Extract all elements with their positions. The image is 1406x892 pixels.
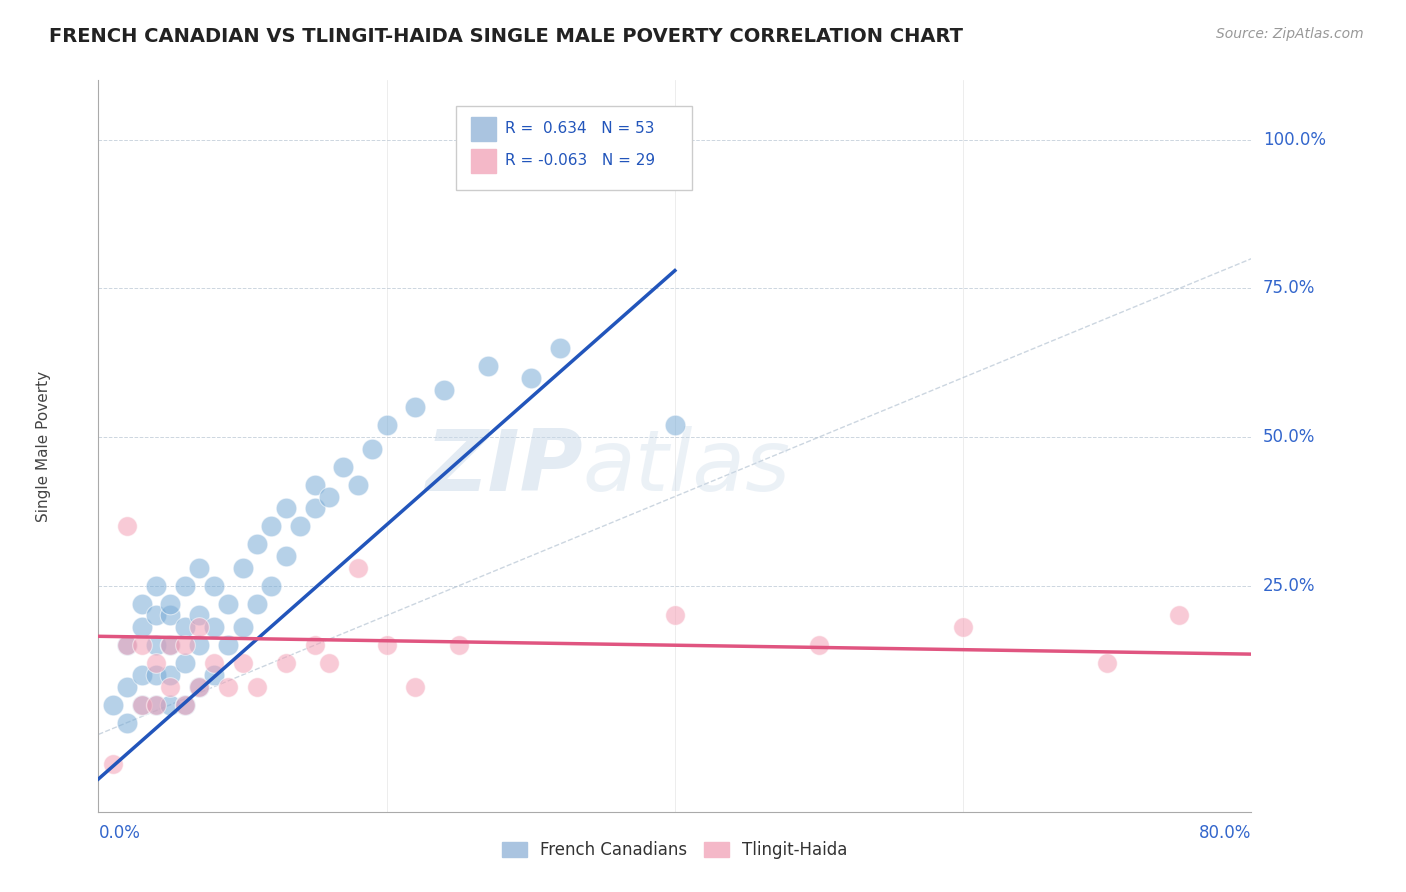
Point [246, 537, 269, 551]
FancyBboxPatch shape [471, 117, 496, 141]
Point [231, 656, 254, 670]
Point [217, 597, 239, 611]
Point [159, 698, 181, 712]
Point [274, 656, 297, 670]
Point [159, 668, 181, 682]
Point [188, 680, 211, 694]
Point [217, 680, 239, 694]
Point [131, 620, 153, 634]
Point [174, 698, 197, 712]
Point [520, 370, 543, 384]
Point [145, 638, 167, 652]
Point [447, 638, 470, 652]
Point [332, 459, 354, 474]
Point [159, 680, 181, 694]
Text: 25.0%: 25.0% [1263, 577, 1316, 595]
Text: ZIP: ZIP [425, 426, 582, 509]
Point [159, 608, 181, 623]
Point [260, 579, 283, 593]
Point [260, 519, 283, 533]
Point [290, 519, 312, 533]
Point [188, 638, 211, 652]
Point [117, 519, 139, 533]
Point [231, 561, 254, 575]
Point [202, 579, 225, 593]
Point [131, 638, 153, 652]
Point [174, 620, 197, 634]
Point [246, 597, 269, 611]
Point [304, 477, 326, 491]
Point [274, 549, 297, 563]
Point [246, 680, 269, 694]
Point [548, 341, 571, 355]
Point [231, 620, 254, 634]
Point [101, 698, 124, 712]
Point [159, 638, 181, 652]
Point [375, 638, 398, 652]
Text: 50.0%: 50.0% [1263, 428, 1315, 446]
Text: R =  0.634   N = 53: R = 0.634 N = 53 [505, 121, 655, 136]
Point [202, 668, 225, 682]
Point [375, 418, 398, 433]
Text: 0.0%: 0.0% [98, 823, 141, 842]
Text: FRENCH CANADIAN VS TLINGIT-HAIDA SINGLE MALE POVERTY CORRELATION CHART: FRENCH CANADIAN VS TLINGIT-HAIDA SINGLE … [49, 27, 963, 45]
Point [174, 698, 197, 712]
Point [131, 698, 153, 712]
Point [145, 698, 167, 712]
Point [145, 668, 167, 682]
Point [346, 477, 368, 491]
Text: 80.0%: 80.0% [1199, 823, 1251, 842]
Point [217, 638, 239, 652]
FancyBboxPatch shape [471, 149, 496, 173]
Point [952, 620, 974, 634]
Point [202, 620, 225, 634]
Point [188, 608, 211, 623]
Legend: French Canadians, Tlingit-Haida: French Canadians, Tlingit-Haida [495, 834, 855, 865]
Text: Source: ZipAtlas.com: Source: ZipAtlas.com [1216, 27, 1364, 41]
Point [174, 579, 197, 593]
Point [145, 579, 167, 593]
Point [174, 638, 197, 652]
Point [361, 442, 384, 456]
Point [145, 656, 167, 670]
Point [304, 501, 326, 516]
Point [131, 668, 153, 682]
Point [131, 698, 153, 712]
Point [304, 638, 326, 652]
Point [318, 656, 340, 670]
Point [318, 490, 340, 504]
Point [117, 638, 139, 652]
Point [117, 680, 139, 694]
Point [145, 698, 167, 712]
Point [405, 680, 427, 694]
Text: R = -0.063   N = 29: R = -0.063 N = 29 [505, 153, 655, 169]
Point [159, 597, 181, 611]
Point [101, 757, 124, 772]
Point [346, 561, 368, 575]
Point [145, 608, 167, 623]
Point [131, 597, 153, 611]
Point [433, 383, 456, 397]
FancyBboxPatch shape [456, 106, 692, 190]
Text: 100.0%: 100.0% [1263, 131, 1326, 149]
Point [174, 656, 197, 670]
Point [159, 638, 181, 652]
Text: Single Male Poverty: Single Male Poverty [35, 370, 51, 522]
Point [188, 620, 211, 634]
Point [202, 656, 225, 670]
Point [117, 638, 139, 652]
Point [274, 501, 297, 516]
Point [1097, 656, 1119, 670]
Point [188, 680, 211, 694]
Point [188, 561, 211, 575]
Point [664, 418, 686, 433]
Point [808, 638, 831, 652]
Text: 75.0%: 75.0% [1263, 279, 1315, 297]
Point [1168, 608, 1191, 623]
Point [477, 359, 499, 373]
Point [664, 608, 686, 623]
Point [117, 715, 139, 730]
Point [405, 401, 427, 415]
Text: atlas: atlas [582, 426, 790, 509]
